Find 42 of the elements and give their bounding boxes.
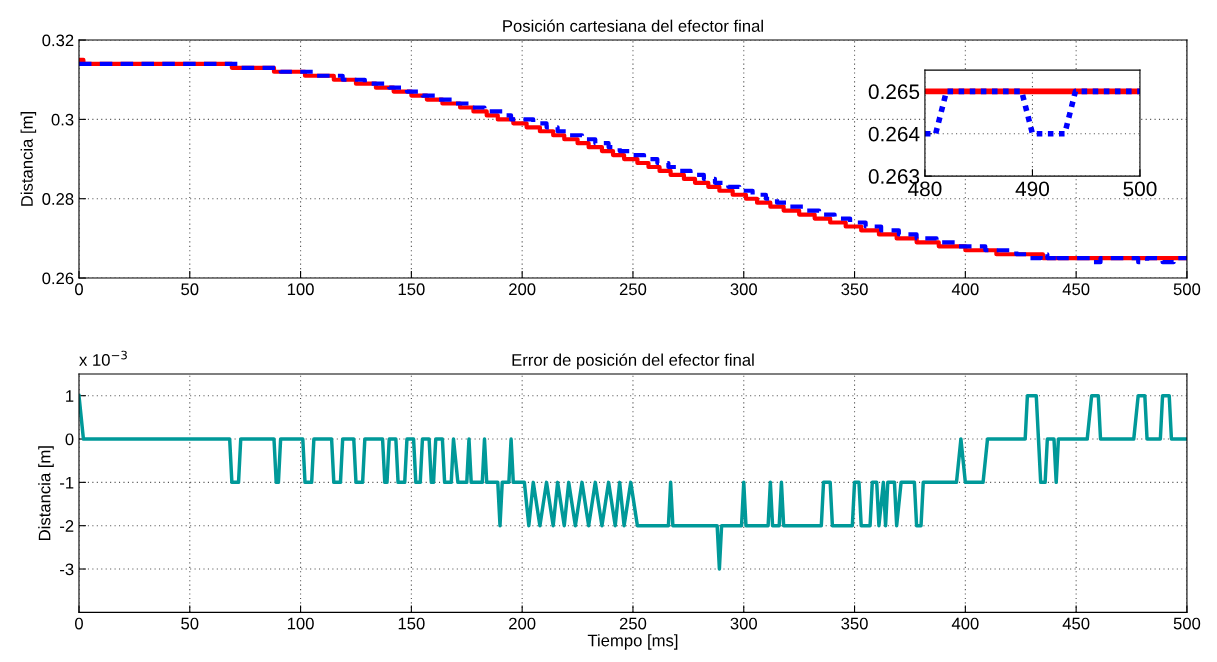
y-tick-label: 0.26 [42,272,74,285]
x-tick-label: 490 [1015,181,1050,197]
x-tick-label: 450 [1062,283,1090,296]
x-tick-label: 200 [509,283,536,296]
chart-title: Posición cartesiana del efector final [503,19,763,32]
x-tick-label: 0 [75,283,83,296]
x-tick-label: 150 [398,617,425,630]
x-tick-label: 300 [730,283,758,296]
y-tick-label: -1 [60,476,74,489]
x-tick-label: 100 [287,617,314,630]
x-tick-label: 50 [181,283,199,296]
x-tick-label: 50 [181,617,199,630]
x-tick-label: 350 [841,617,868,630]
x-tick-label: 400 [951,283,979,296]
chart-title: Error de posición del efector final [512,353,754,370]
x-tick-label: 500 [1173,283,1201,296]
x-tick-label: 200 [509,617,536,630]
x-tick-label: 450 [1062,617,1090,630]
x-tick-label: 150 [398,283,425,296]
x-tick-label: 250 [619,617,647,630]
y-tick-label: 0.32 [42,34,74,47]
y-tick-label: 0.3 [51,113,74,126]
x-tick-label: 250 [619,283,647,296]
x-tick-label: 0 [75,617,83,630]
y-axis-title: Distancia [m] [20,112,37,206]
y-tick-label: 0 [65,433,74,446]
x-tick-label: 500 [1173,617,1201,630]
x-tick-label: 300 [730,617,758,630]
x-tick-label: 350 [841,283,868,296]
y-tick-label: -2 [60,520,74,532]
y-tick-label: 0.265 [868,84,920,100]
x-tick-label: 400 [951,617,979,630]
y-tick-label: 0.28 [42,193,74,205]
y-tick-label: 1 [66,390,74,402]
line-series [78,393,1187,571]
y-tick-label: -3 [60,563,74,576]
y-tick-label: 0.264 [868,126,920,142]
x-axis-title: Tiempo [ms] [587,634,678,650]
text: x 10$^{−3}$ [79,350,127,366]
y-axis-title: Distancia [m] [38,446,54,540]
x-tick-label: 500 [1123,181,1157,197]
x-tick-label: 100 [287,283,314,296]
